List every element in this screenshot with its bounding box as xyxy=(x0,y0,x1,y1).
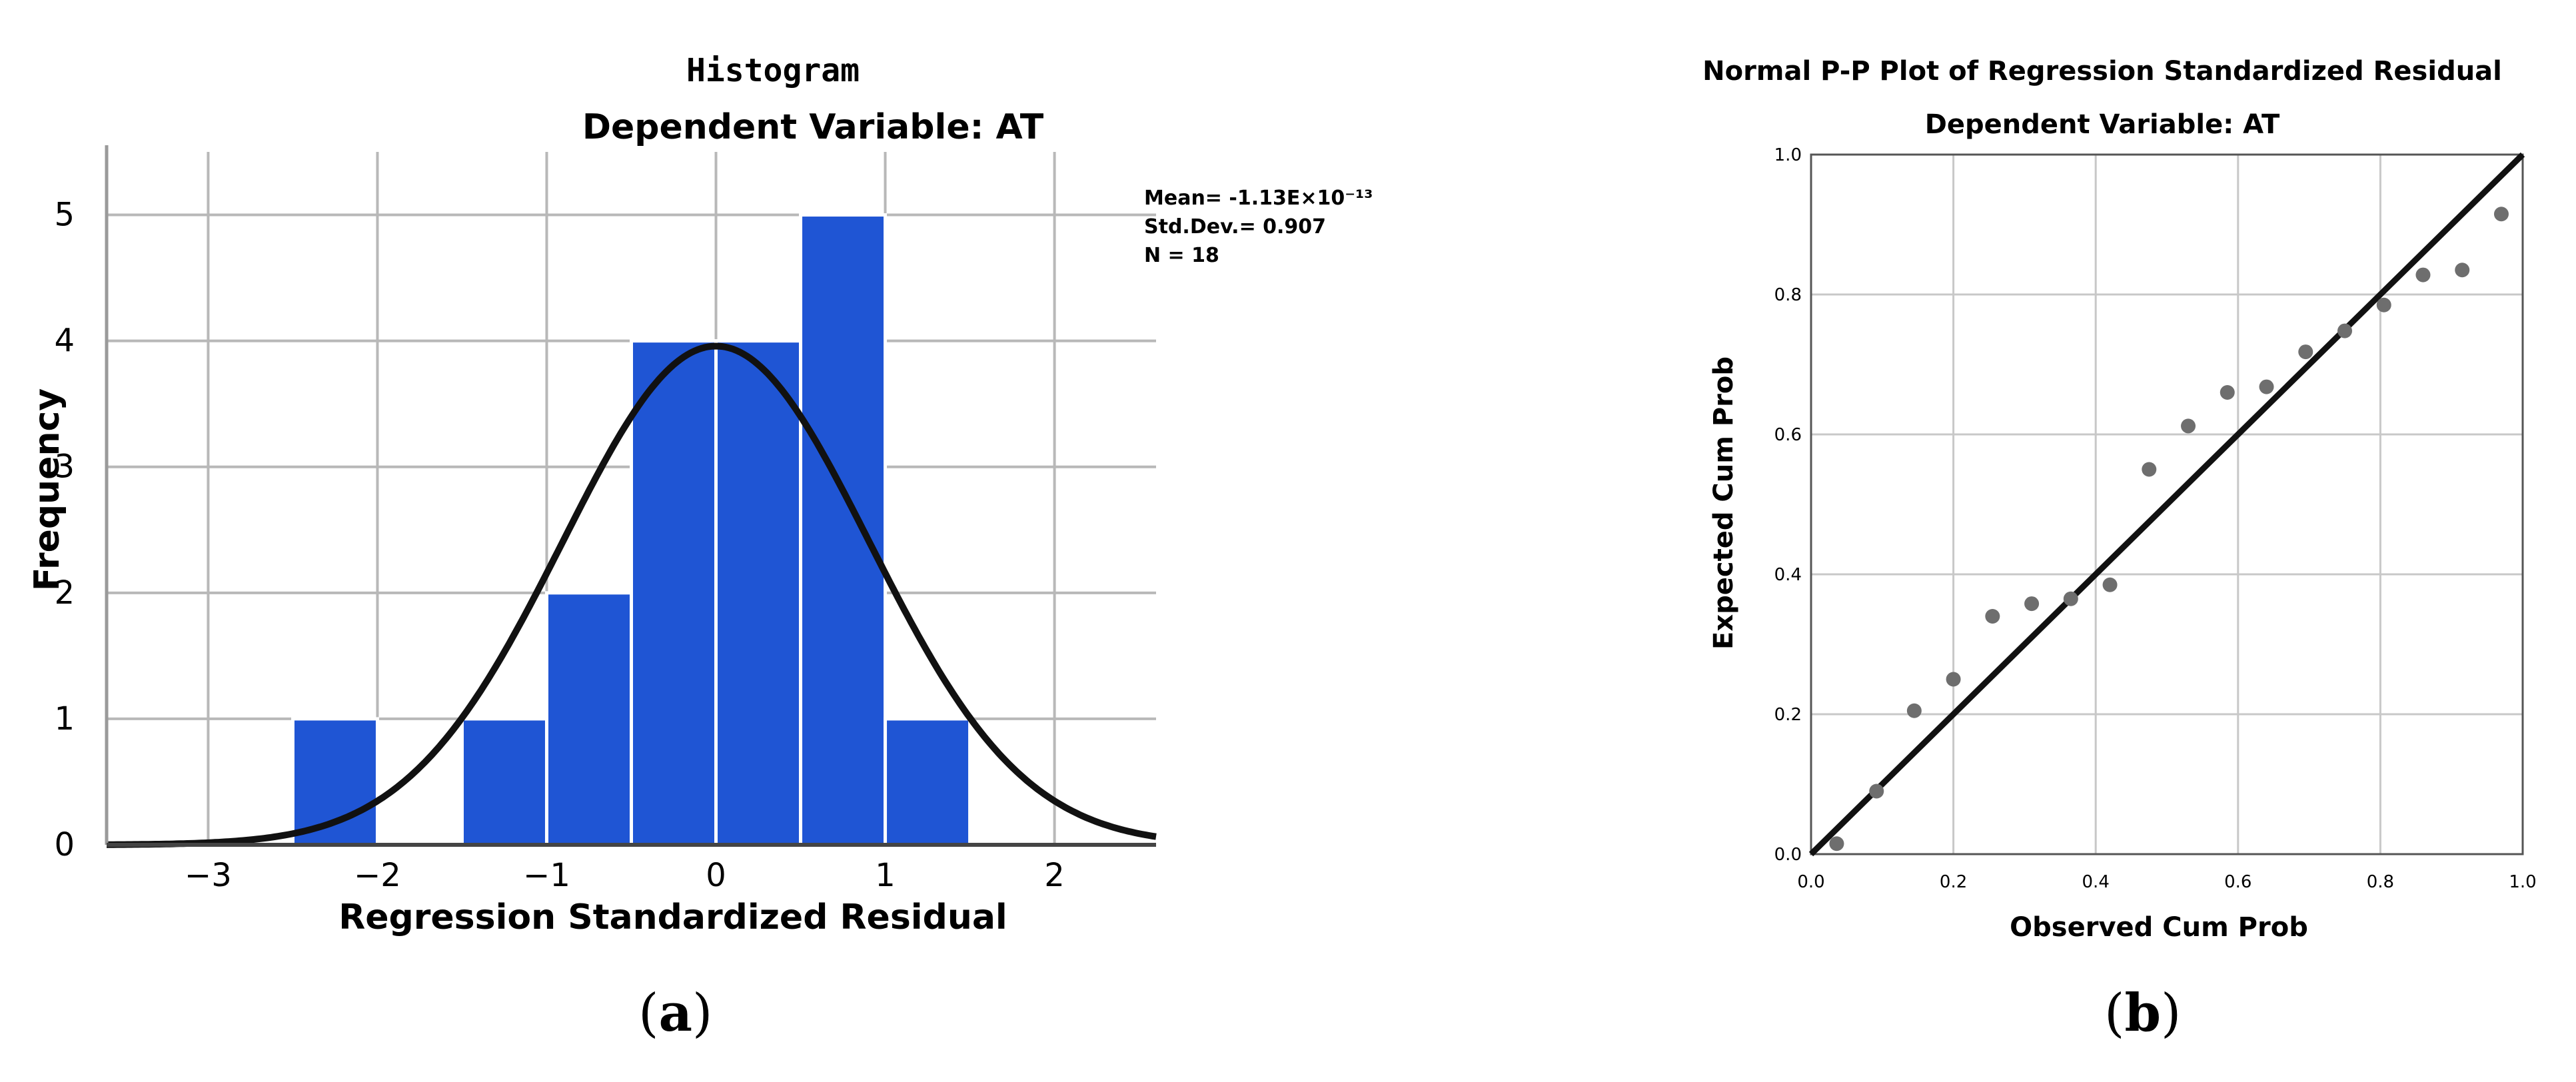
pp-point xyxy=(2063,591,2078,606)
pp-point xyxy=(2376,297,2391,312)
histogram-bar xyxy=(884,717,972,847)
pp-point xyxy=(1985,609,2000,624)
histogram-bar xyxy=(799,213,888,847)
pp-plot-x-axis-label: Observed Cum Prob xyxy=(2010,912,2308,943)
panel-label-b: (b) xyxy=(2104,983,2182,1043)
y-tick-label: 0.8 xyxy=(1774,285,1802,305)
histogram-bar xyxy=(714,339,803,847)
y-tick-label: 0.4 xyxy=(1774,565,1802,585)
y-tick-label: 0.6 xyxy=(1774,425,1802,445)
histogram-bar xyxy=(291,717,379,847)
y-tick-label: 0.2 xyxy=(1774,705,1802,725)
pp-point xyxy=(2220,385,2235,400)
stat-n: N = 18 xyxy=(1144,244,1219,267)
pp-plot-tick-labels: 0.0 0.2 0.4 0.6 0.8 1.0 0.0 0.2 0.4 0.6 0.8 1.0 xyxy=(1774,145,2537,892)
pp-plot-panel: Normal P-P Plot of Regression Standardiz… xyxy=(1702,56,2537,943)
histogram-bars xyxy=(291,213,972,847)
pp-point xyxy=(2337,323,2352,338)
stat-mean: Mean= -1.13E×10⁻¹³ xyxy=(1144,187,1373,210)
pp-point xyxy=(2142,462,2157,477)
panel-label-a-letter: a xyxy=(658,983,692,1043)
histogram-bar xyxy=(630,339,718,847)
histogram-bar xyxy=(460,717,548,847)
pp-plot-title: Normal P-P Plot of Regression Standardiz… xyxy=(1702,56,2502,87)
pp-plot-grid xyxy=(1810,153,2524,855)
x-tick-label: 0 xyxy=(706,857,726,894)
x-tick-label: 0.2 xyxy=(1940,872,1967,892)
histogram-tick-labels: −3 −2 −1 0 1 2 0 1 2 3 4 5 xyxy=(54,197,1064,894)
x-tick-label: 2 xyxy=(1044,857,1065,894)
reference-line xyxy=(1808,152,2525,857)
pp-point xyxy=(2181,418,2196,434)
pp-point xyxy=(2102,577,2118,592)
pp-plot-points xyxy=(1829,207,2509,851)
y-tick-label: 0.0 xyxy=(1774,845,1802,865)
x-tick-label: −3 xyxy=(185,857,232,894)
y-tick-label: 1 xyxy=(54,700,75,738)
x-tick-label: −2 xyxy=(354,857,401,894)
pp-point xyxy=(2024,596,2040,612)
pp-point xyxy=(1829,836,1844,851)
normal-curve xyxy=(107,342,1157,848)
panel-label-a: (a) xyxy=(638,983,713,1043)
y-tick-label: 3 xyxy=(54,448,75,486)
stat-std-dev: Std.Dev.= 0.907 xyxy=(1144,215,1326,239)
y-tick-label: 5 xyxy=(54,197,75,234)
pp-point xyxy=(1869,784,1884,799)
pp-point xyxy=(2259,379,2274,394)
histogram-y-axis-label: Frequency xyxy=(27,388,67,591)
panel-label-b-letter: b xyxy=(2124,983,2161,1043)
pp-point xyxy=(2493,207,2509,222)
pp-point xyxy=(2415,267,2431,282)
histogram-x-axis-label: Regression Standardized Residual xyxy=(338,897,1007,937)
plot-frame xyxy=(1810,153,2524,855)
pp-point xyxy=(1946,672,1961,687)
histogram-panel: Histogram Dependent Variable: AT −3 −2 −1 0… xyxy=(27,52,1373,937)
x-tick-label: 0.0 xyxy=(1797,872,1824,892)
pp-plot-y-axis-label: Expected Cum Prob xyxy=(1708,356,1739,650)
histogram-subtitle: Dependent Variable: AT xyxy=(582,107,1044,147)
x-tick-label: 1.0 xyxy=(2509,872,2536,892)
y-tick-label: 0 xyxy=(54,826,75,863)
histogram-title: Histogram xyxy=(686,52,860,89)
x-tick-label: 0.6 xyxy=(2224,872,2252,892)
y-tick-label: 2 xyxy=(54,574,75,612)
x-tick-label: 0.4 xyxy=(2082,872,2110,892)
x-tick-label: 1 xyxy=(875,857,896,894)
pp-plot-subtitle: Dependent Variable: AT xyxy=(1925,109,2280,140)
x-tick-label: −1 xyxy=(523,857,570,894)
pp-point xyxy=(2298,344,2313,360)
pp-point xyxy=(2455,263,2470,278)
histogram-stats: Mean= -1.13E×10⁻¹³ Std.Dev.= 0.907 N = 1… xyxy=(1144,187,1373,267)
histogram-bar xyxy=(544,591,634,847)
y-tick-label: 4 xyxy=(54,322,75,360)
pp-point xyxy=(1906,703,1922,718)
x-tick-label: 0.8 xyxy=(2367,872,2394,892)
y-tick-label: 1.0 xyxy=(1774,145,1802,165)
histogram-axes xyxy=(105,145,1156,847)
